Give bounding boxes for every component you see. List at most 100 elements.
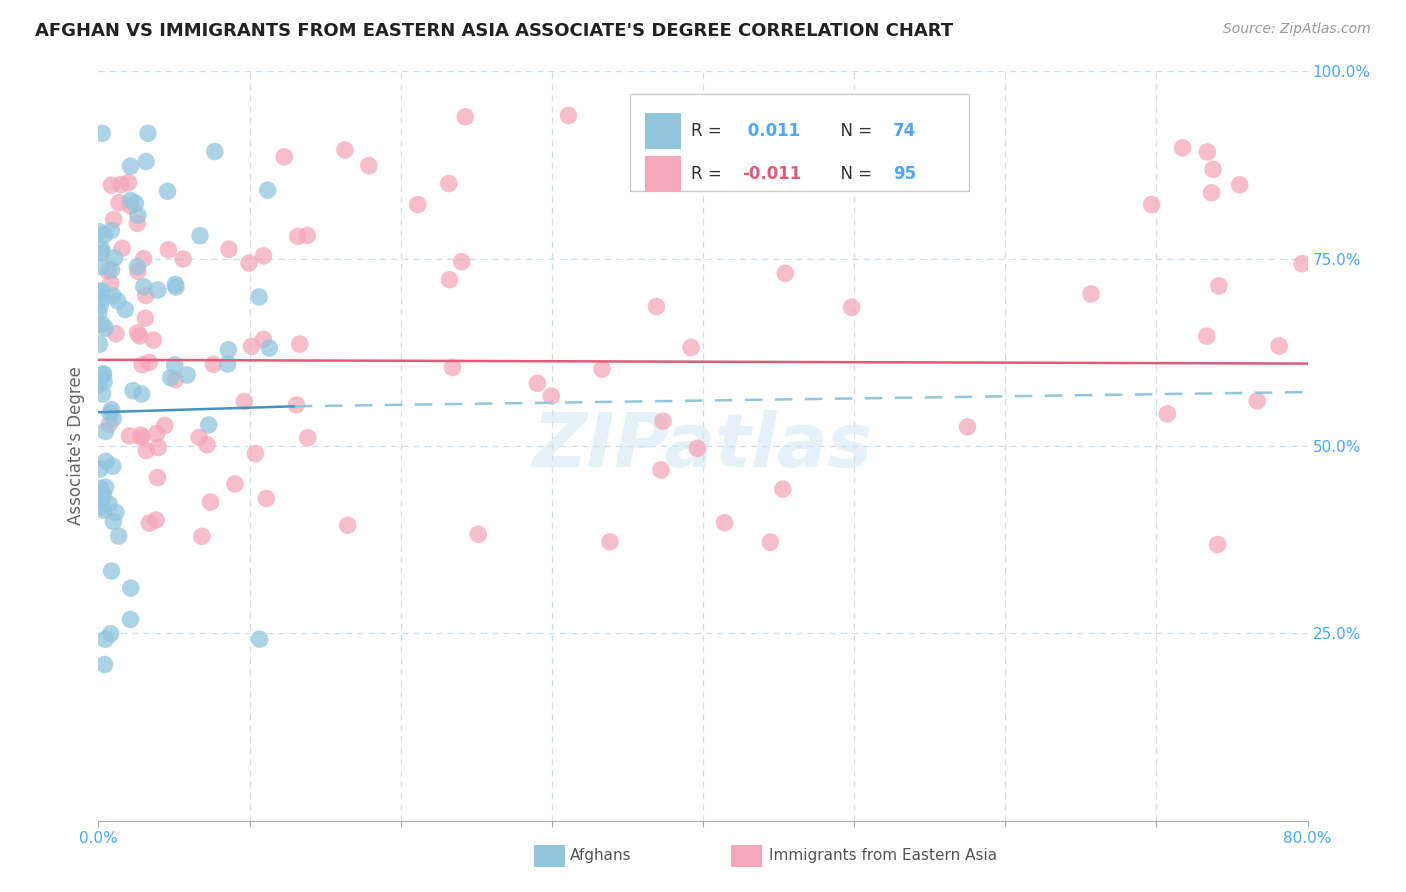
Point — [188, 228, 211, 243]
Point — [1208, 279, 1230, 293]
Point — [652, 414, 675, 428]
Point — [1080, 287, 1102, 301]
Point — [89, 299, 111, 313]
Text: 74: 74 — [893, 122, 917, 140]
Point — [163, 358, 186, 372]
Point — [245, 447, 267, 461]
Point — [336, 518, 359, 533]
Point — [686, 442, 709, 456]
Point — [104, 505, 127, 519]
Point — [101, 459, 124, 474]
Point — [1156, 407, 1178, 421]
Point — [131, 387, 153, 401]
Point — [1195, 329, 1218, 343]
Text: Afghans: Afghans — [569, 848, 631, 863]
Point — [90, 317, 112, 331]
Point — [129, 428, 152, 442]
Text: R =: R = — [690, 165, 727, 183]
Point — [645, 300, 668, 314]
FancyBboxPatch shape — [630, 94, 969, 191]
Point — [406, 197, 429, 211]
Point — [98, 417, 121, 432]
Point — [297, 228, 319, 243]
Text: AFGHAN VS IMMIGRANTS FROM EASTERN ASIA ASSOCIATE'S DEGREE CORRELATION CHART: AFGHAN VS IMMIGRANTS FROM EASTERN ASIA A… — [35, 22, 953, 40]
Point — [136, 126, 159, 140]
Point — [127, 260, 149, 274]
Point — [681, 341, 703, 355]
Point — [120, 581, 142, 595]
Point — [101, 289, 124, 303]
Point — [94, 425, 117, 439]
Point — [467, 527, 489, 541]
Point — [256, 183, 278, 197]
Point — [93, 375, 115, 389]
Point — [91, 368, 114, 382]
Point — [91, 245, 114, 260]
Point — [165, 280, 187, 294]
Point — [165, 277, 187, 292]
Point — [156, 184, 179, 198]
Point — [772, 482, 794, 496]
Point — [254, 491, 277, 506]
Point — [131, 358, 153, 372]
Point — [100, 262, 122, 277]
Point — [172, 252, 194, 266]
Point — [90, 242, 112, 256]
Point — [165, 373, 187, 387]
Point — [454, 110, 477, 124]
Point — [439, 272, 461, 286]
Text: ZIPatlas: ZIPatlas — [533, 409, 873, 483]
Point — [713, 516, 735, 530]
Text: 95: 95 — [893, 165, 915, 183]
Point — [841, 301, 863, 315]
Point — [1140, 197, 1163, 211]
Point — [94, 454, 117, 468]
Point — [441, 360, 464, 375]
Point — [202, 357, 225, 371]
Point — [124, 196, 146, 211]
Point — [297, 431, 319, 445]
Point — [91, 493, 114, 508]
Point — [103, 212, 125, 227]
Point — [599, 534, 621, 549]
Point — [204, 145, 226, 159]
Point — [134, 311, 156, 326]
Point — [122, 384, 145, 398]
Point — [98, 497, 121, 511]
Point — [93, 503, 115, 517]
Y-axis label: Associate's Degree: Associate's Degree — [66, 367, 84, 525]
Point — [1268, 339, 1291, 353]
Point — [89, 481, 111, 495]
Point — [450, 254, 472, 268]
Point — [1246, 393, 1268, 408]
Point — [132, 252, 155, 266]
Point — [1197, 145, 1219, 159]
Point — [100, 402, 122, 417]
Point — [145, 426, 167, 441]
Point — [110, 178, 132, 192]
Point — [93, 367, 115, 381]
Point — [100, 564, 122, 578]
Point — [91, 387, 114, 401]
Point — [146, 283, 169, 297]
Point — [104, 251, 127, 265]
Point — [138, 355, 160, 369]
Text: R =: R = — [690, 122, 727, 140]
Point — [195, 438, 218, 452]
Point — [247, 290, 270, 304]
Point — [91, 284, 114, 298]
Point — [218, 242, 240, 256]
Point — [100, 627, 122, 641]
Point — [103, 411, 125, 425]
Point — [217, 343, 239, 357]
Point — [93, 228, 115, 243]
FancyBboxPatch shape — [645, 156, 682, 192]
Point — [87, 305, 110, 319]
Point — [111, 241, 134, 255]
Point — [146, 470, 169, 484]
Point — [132, 279, 155, 293]
Point — [224, 476, 246, 491]
Point — [259, 341, 281, 355]
Point — [287, 229, 309, 244]
Point — [91, 126, 114, 140]
